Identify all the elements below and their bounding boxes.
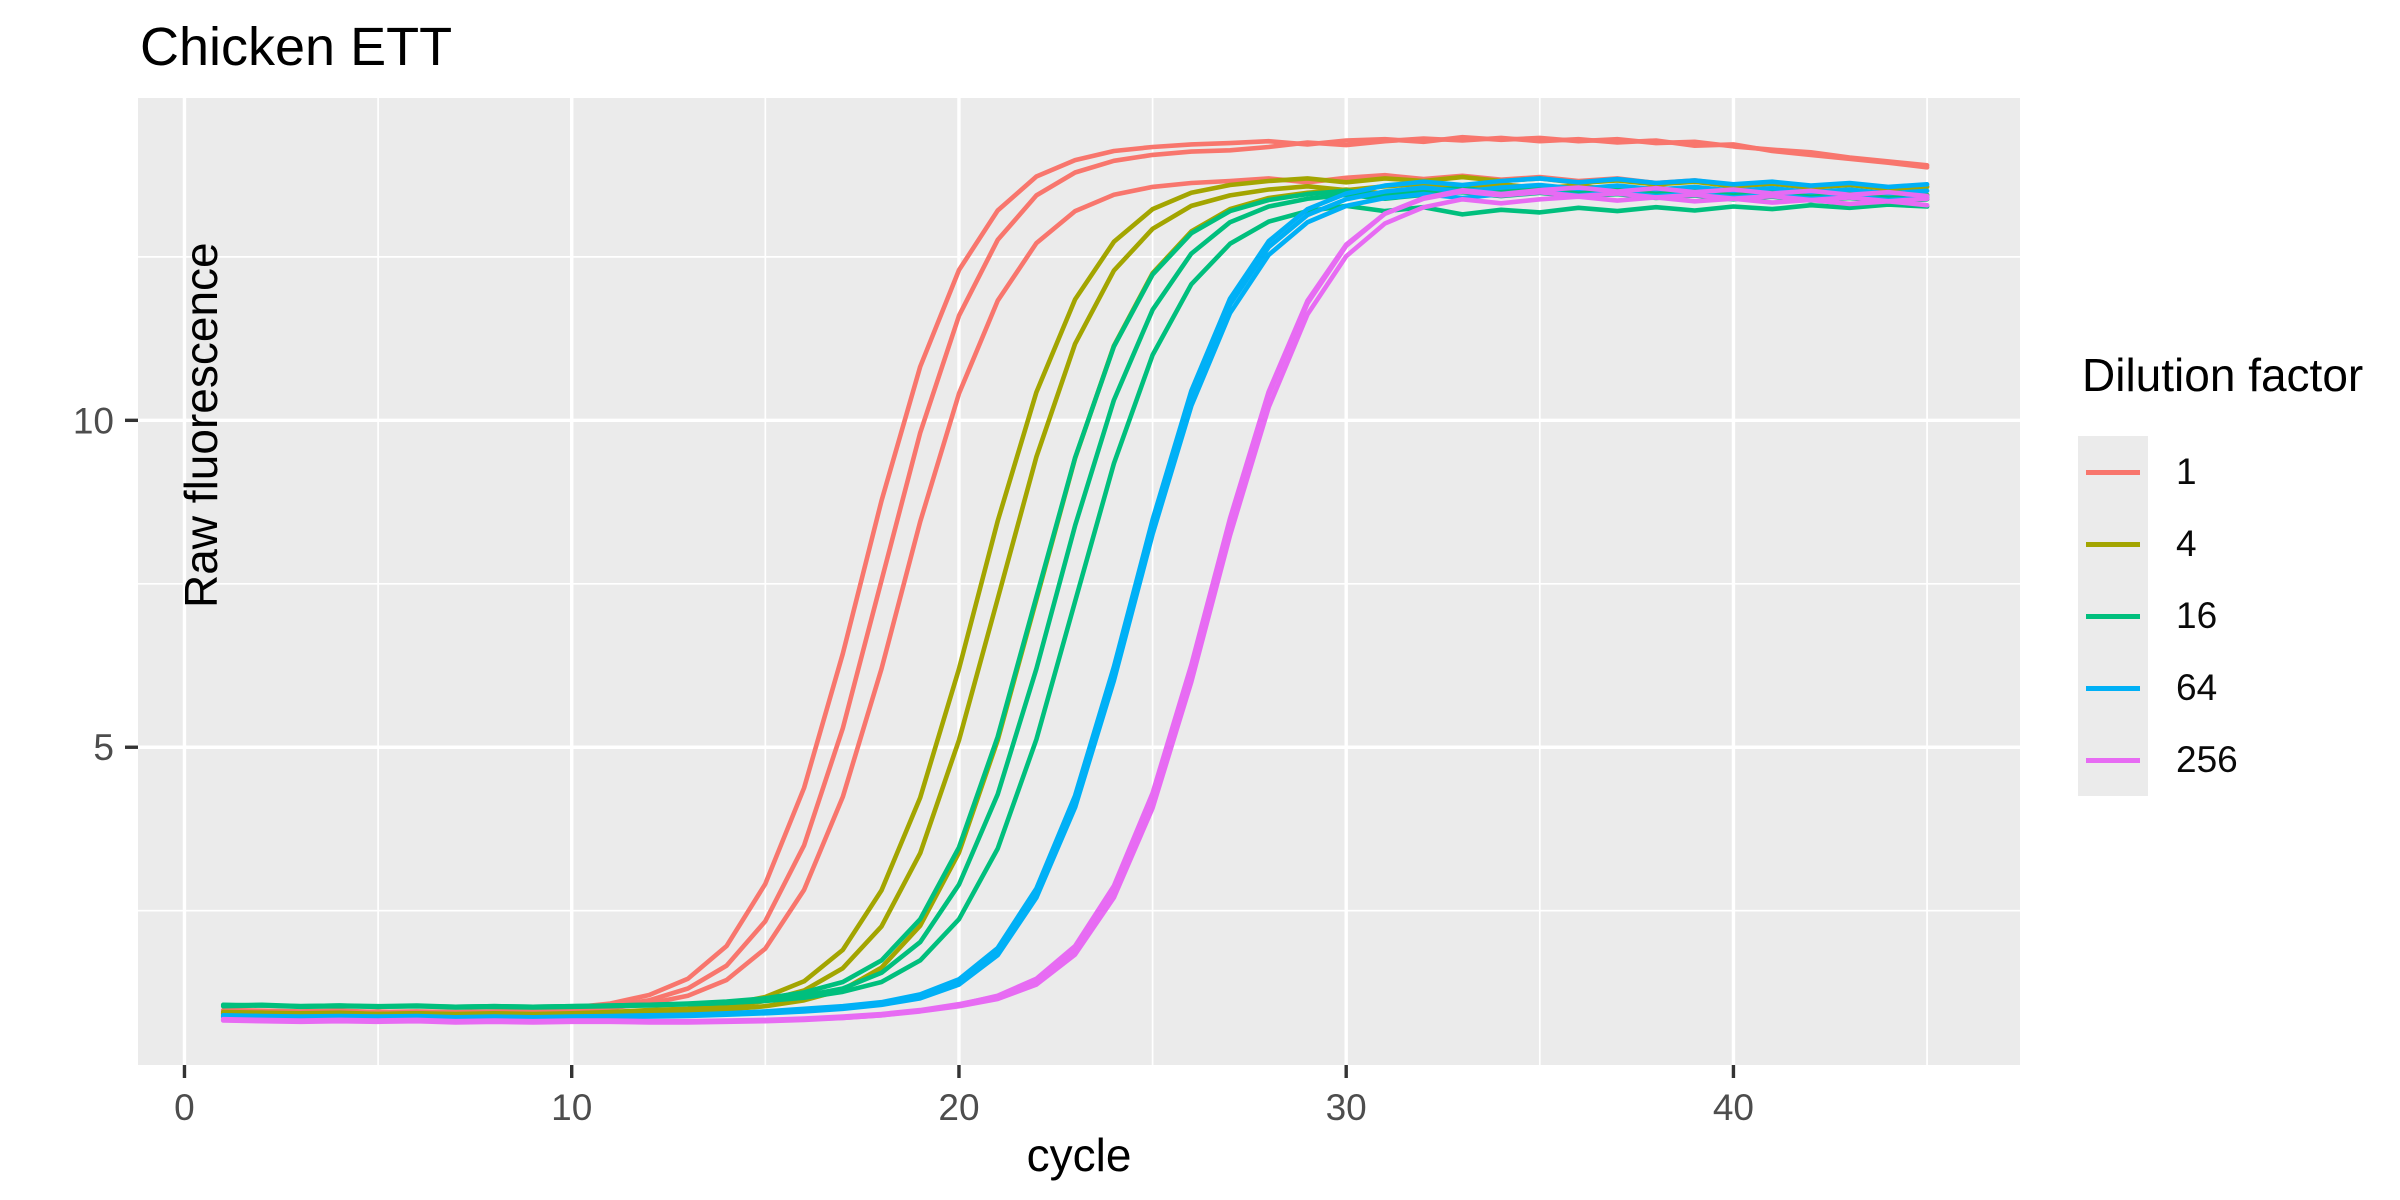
legend-key-line-icon	[2086, 757, 2140, 763]
legend-label: 4	[2176, 523, 2197, 564]
x-tick-label: 30	[1326, 1087, 1367, 1128]
series-line-dilution-16	[220, 202, 1930, 1010]
legend-keys: 1 4 16 64 256	[2078, 436, 2238, 796]
x-tick-label: 10	[551, 1087, 592, 1128]
x-tick-label: 20	[938, 1087, 979, 1128]
legend-key-swatch	[2078, 508, 2148, 580]
legend-label: 256	[2176, 739, 2238, 780]
legend-entry-256: 256	[2078, 724, 2238, 796]
legend-key-swatch	[2078, 724, 2148, 796]
x-tick-label: 40	[1713, 1087, 1754, 1128]
legend-label: 16	[2176, 595, 2218, 636]
plot-title: Chicken ETT	[140, 17, 453, 77]
legend-entry-4: 4	[2078, 508, 2238, 580]
legend-label: 64	[2176, 667, 2218, 708]
legend-entry-16: 16	[2078, 580, 2238, 652]
legend-title: Dilution factor	[2082, 349, 2364, 401]
legend-key-line-icon	[2086, 613, 2140, 619]
legend-key-swatch	[2078, 652, 2148, 724]
legend-key-line-icon	[2086, 685, 2140, 691]
legend-key-swatch	[2078, 580, 2148, 652]
legend-entry-1: 1	[2078, 436, 2238, 508]
x-axis-title: cycle	[1026, 1129, 1132, 1181]
legend-key-line-icon	[2086, 469, 2140, 475]
series-line-dilution-256	[220, 189, 1930, 1025]
y-tick-label: 10	[73, 400, 114, 441]
x-tick-label: 0	[174, 1087, 195, 1128]
legend-label: 1	[2176, 451, 2197, 492]
legend: Dilution factor 1 4 16 64 256	[2060, 348, 2364, 796]
y-tick-label: 5	[93, 727, 114, 768]
legend-entry-64: 64	[2078, 652, 2238, 724]
legend-key-swatch	[2078, 436, 2148, 508]
legend-key-line-icon	[2086, 541, 2140, 547]
y-axis-title: Raw fluorescence	[174, 242, 227, 608]
